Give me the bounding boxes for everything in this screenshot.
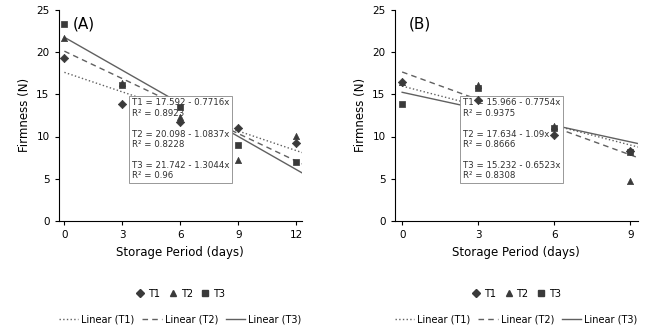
Point (175, 120, 186, 125)
Point (473, 98, 484, 103)
Point (117, 82, 128, 87)
Text: (B): (B) (409, 16, 432, 31)
Point (397, 79, 408, 84)
Point (59, 21, 70, 27)
Point (549, 123, 559, 128)
Point (397, 80, 408, 85)
Point (175, 104, 186, 110)
X-axis label: Storage Period (days): Storage Period (days) (117, 246, 244, 259)
Legend: Linear (T1), Linear (T2), Linear (T3): Linear (T1), Linear (T2), Linear (T3) (391, 310, 641, 325)
Y-axis label: Firmness (N): Firmness (N) (18, 78, 31, 152)
Point (549, 125, 559, 131)
Point (233, 125, 243, 131)
Point (473, 86, 484, 91)
Point (625, 148, 635, 153)
Point (233, 142, 243, 148)
Point (625, 149, 635, 154)
Point (473, 82, 484, 87)
Text: (A): (A) (73, 16, 95, 31)
Point (175, 114, 186, 120)
Point (397, 101, 408, 106)
Legend: Linear (T1), Linear (T2), Linear (T3): Linear (T1), Linear (T2), Linear (T3) (55, 310, 305, 325)
Point (291, 159, 301, 164)
Text: T1 = 17.592 - 0.7716x
R² = 0.8923

T2 = 20.098 - 1.0837x
R² = 0.8228

T3 = 21.74: T1 = 17.592 - 0.7716x R² = 0.8923 T2 = 2… (132, 98, 229, 180)
X-axis label: Storage Period (days): Storage Period (days) (452, 246, 580, 259)
Point (59, 55, 70, 60)
Point (117, 81, 128, 86)
Point (291, 141, 301, 146)
Point (117, 101, 128, 106)
Text: T1 = 15.966 - 0.7754x
R² = 0.9375

T2 = 17.634 - 1.09x
R² = 0.8666

T3 = 15.232 : T1 = 15.966 - 0.7754x R² = 0.9375 T2 = 1… (463, 98, 561, 180)
Point (59, 35, 70, 40)
Point (549, 132, 559, 137)
Point (625, 179, 635, 184)
Point (291, 133, 301, 138)
Point (233, 158, 243, 163)
Y-axis label: Firmness (N): Firmness (N) (353, 78, 367, 152)
